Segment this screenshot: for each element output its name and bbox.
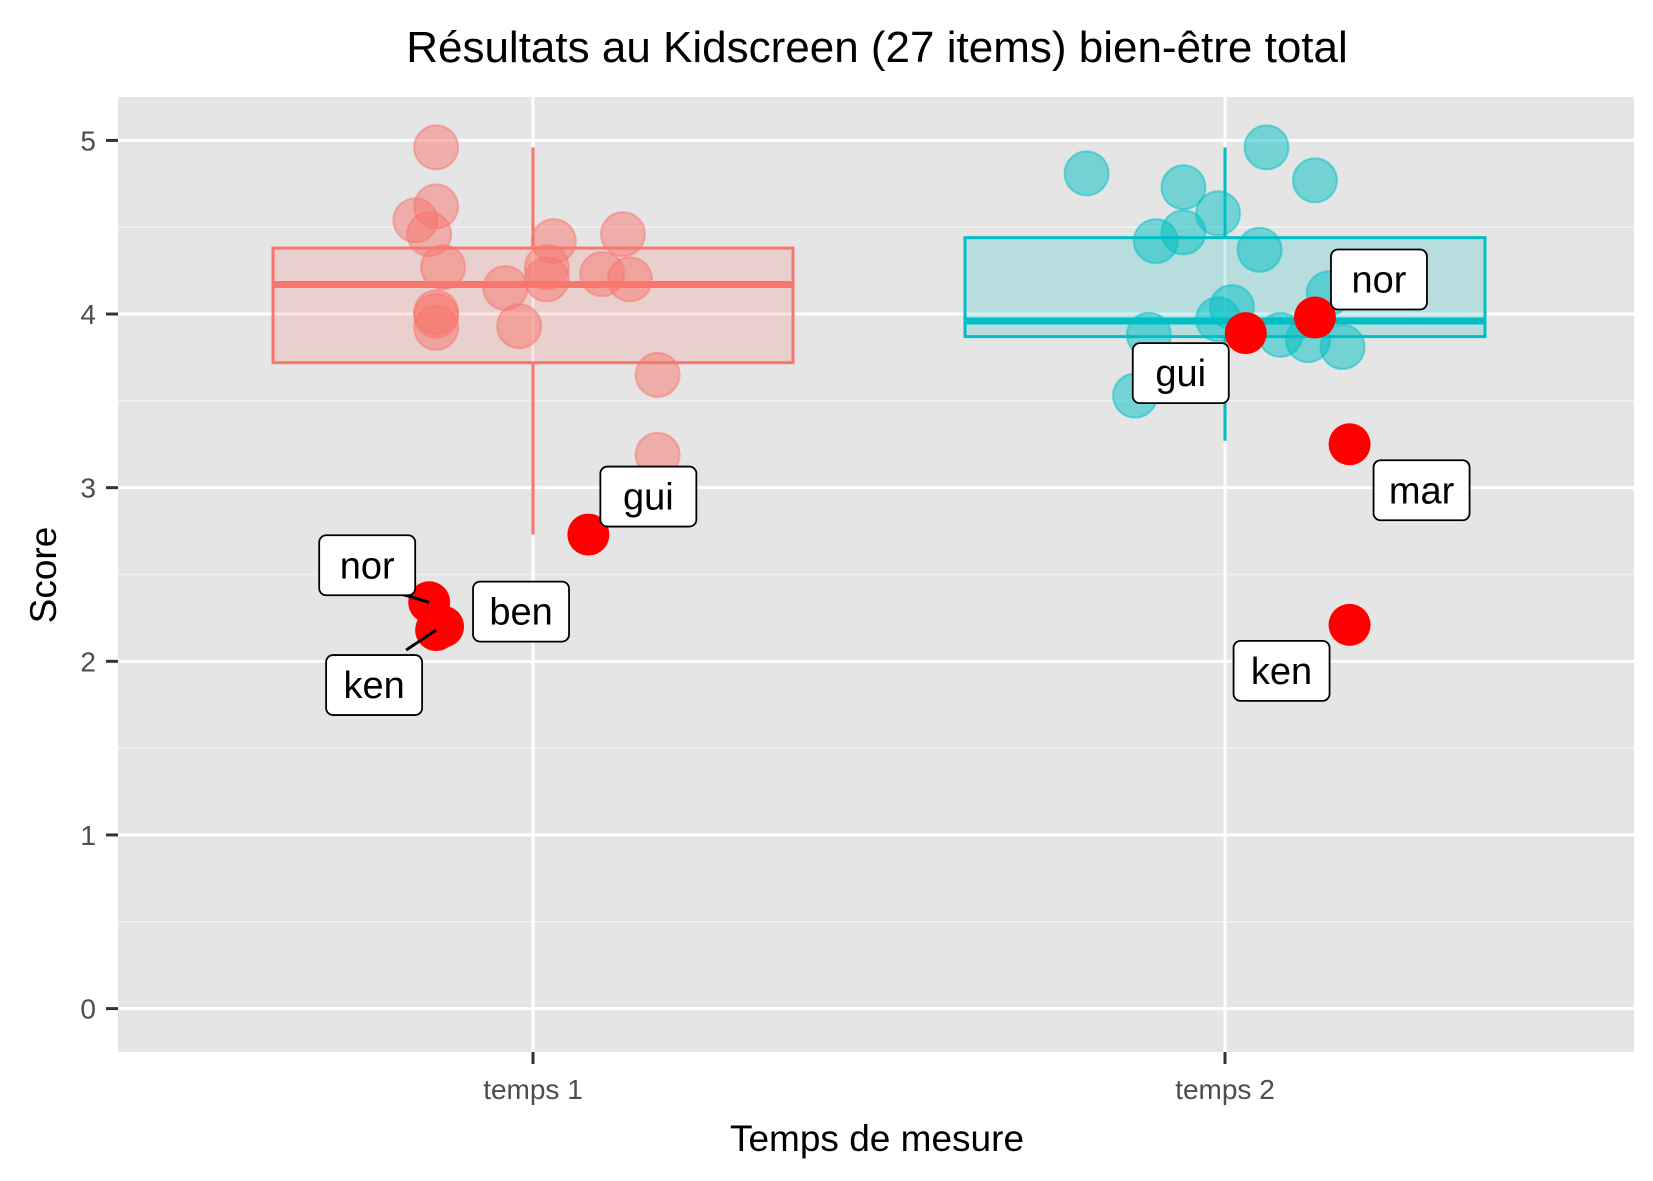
label-box: [599, 465, 698, 528]
y-tick-label: 1: [80, 820, 96, 851]
point-label: ken: [1232, 639, 1331, 702]
data-point: [1236, 226, 1283, 273]
point-labels: nor ken ben gui nor gui mar ken: [318, 248, 1471, 716]
data-point: [1319, 324, 1366, 371]
highlighted-point: [567, 513, 610, 556]
x-axis-title: Temps de mesure: [730, 1118, 1024, 1159]
highlighted-point: [1293, 296, 1336, 339]
data-point: [496, 303, 543, 350]
y-tick-label: 5: [80, 125, 96, 156]
data-point: [420, 244, 467, 291]
point-label: ken: [325, 628, 437, 716]
label-text: gui: [623, 477, 674, 519]
point-label: gui: [599, 465, 698, 528]
data-point: [634, 351, 681, 398]
data-point: [606, 256, 653, 303]
data-point: [1063, 150, 1110, 197]
chart-title: Résultats au Kidscreen (27 items) bien-ê…: [406, 23, 1348, 72]
x-tick-label: temps 2: [1175, 1074, 1275, 1105]
point-label: gui: [1131, 342, 1230, 405]
point-label: nor: [1330, 248, 1428, 311]
label-box: [318, 534, 417, 597]
point-label: mar: [1372, 459, 1471, 522]
label-text: ben: [489, 592, 552, 634]
y-tick-label: 4: [80, 299, 96, 330]
highlighted-point: [1224, 312, 1267, 355]
label-text: nor: [1351, 260, 1406, 302]
point-label: nor: [318, 534, 430, 604]
label-box: [325, 654, 424, 716]
data-point: [599, 211, 646, 258]
label-text: ken: [343, 665, 404, 707]
highlighted-point: [422, 605, 465, 648]
label-text: gui: [1155, 353, 1206, 395]
y-tick-label: 3: [80, 473, 96, 504]
point-label: ben: [472, 580, 570, 643]
label-box: [472, 580, 570, 643]
data-point: [1132, 218, 1179, 265]
label-box: [1372, 459, 1471, 522]
highlighted-point: [1328, 603, 1371, 646]
data-point: [523, 256, 570, 303]
label-box: [1232, 639, 1331, 702]
data-point: [413, 124, 460, 171]
y-tick-label: 2: [80, 646, 96, 677]
label-leader-line: [405, 628, 437, 652]
label-box: [1330, 248, 1428, 311]
label-box: [1131, 342, 1230, 405]
data-point: [1160, 164, 1207, 211]
data-point: [413, 304, 460, 351]
highlighted-point: [1328, 423, 1371, 466]
data-point: [1291, 157, 1338, 204]
label-text: nor: [340, 545, 395, 587]
label-text: ken: [1251, 651, 1312, 693]
label-text: mar: [1389, 470, 1455, 512]
data-point: [1243, 124, 1290, 171]
x-tick-label: temps 1: [483, 1074, 583, 1105]
y-axis: 0 1 2 3 4 5: [80, 125, 118, 1025]
x-axis: temps 1 temps 2: [483, 1052, 1275, 1105]
y-tick-label: 0: [80, 994, 96, 1025]
y-axis-title: Score: [23, 527, 64, 624]
